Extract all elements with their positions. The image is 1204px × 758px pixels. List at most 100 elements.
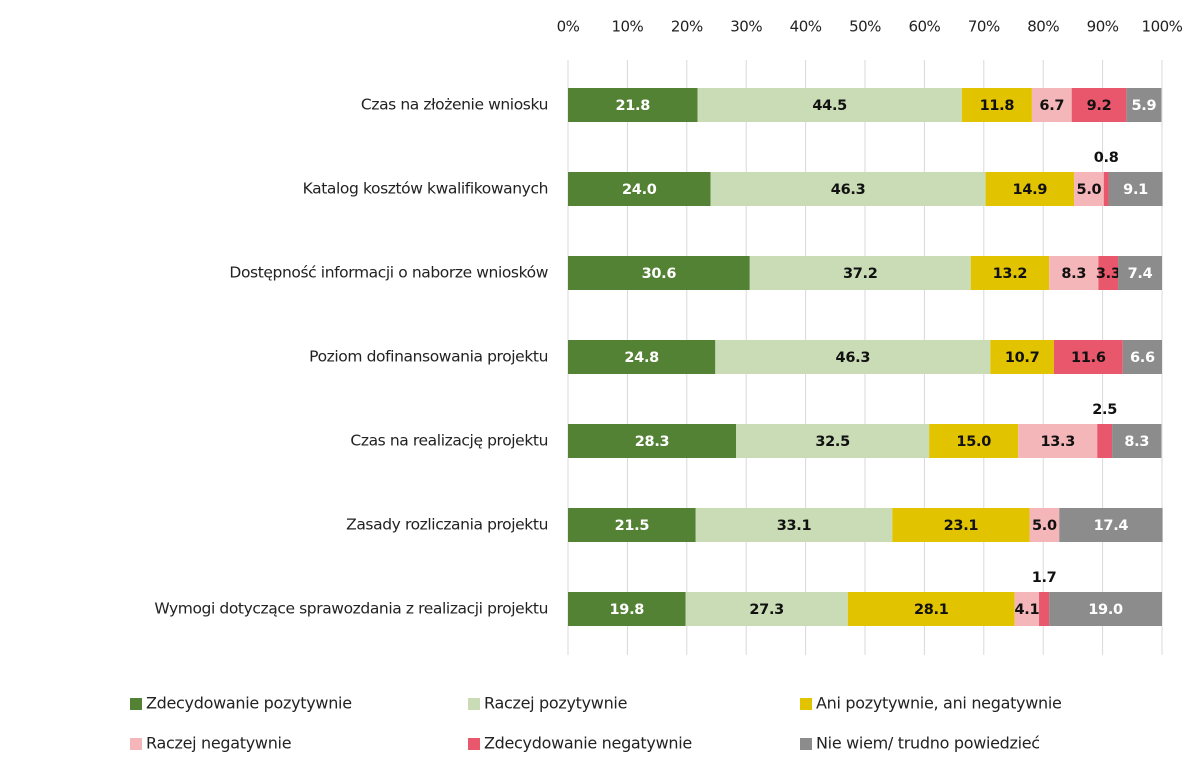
legend-label: Zdecydowanie pozytywnie [146,694,352,713]
bar-segment [568,340,716,374]
data-label: 6.7 [1039,98,1064,114]
data-label: 15.0 [956,434,991,450]
bar-segment [568,256,750,290]
data-label: 4.1 [1014,602,1039,618]
bar-segment [568,592,686,626]
legend-label: Ani pozytywnie, ani negatywnie [816,694,1062,713]
bar-segment [1108,172,1163,206]
bar-segment [1098,256,1119,290]
legend-label: Raczej pozytywnie [484,694,627,713]
category-label: Czas na realizację projektu [350,432,548,450]
bar-segment [970,256,1050,290]
data-label: 1.7 [1032,570,1057,586]
data-label: 13.2 [993,266,1028,282]
legend-swatch [130,738,142,750]
legend-swatch [130,698,142,710]
bar-segment [1049,256,1099,290]
data-label: 5.9 [1131,98,1156,114]
x-tick-label: 40% [790,18,822,36]
legend-swatch [800,738,812,750]
bar-segment [685,592,848,626]
data-label: 5.0 [1032,518,1057,534]
data-label: 28.1 [914,602,949,618]
x-tick-label: 20% [671,18,703,36]
data-label: 3.3 [1096,266,1121,282]
bar-segment [1031,88,1072,122]
bar-segment [1039,592,1050,626]
data-label: 8.3 [1124,434,1149,450]
legend-label: Raczej negatywnie [146,734,291,753]
data-label: 32.5 [815,434,850,450]
category-label: Poziom dofinansowania projektu [309,348,548,366]
bar-segment [1112,424,1162,458]
legend-swatch [800,698,812,710]
x-tick-label: 10% [611,18,643,36]
bar-segment [749,256,971,290]
data-label: 5.0 [1077,182,1102,198]
bar-segment [736,424,930,458]
bar-segment [1071,88,1127,122]
bar-segment [1049,592,1162,626]
bar-segment [1018,424,1098,458]
category-label: Wymogi dotyczące sprawozdania z realizac… [154,600,548,618]
x-tick-label: 80% [1027,18,1059,36]
data-label: 7.4 [1128,266,1153,282]
data-label: 13.3 [1040,434,1075,450]
bar-segment [568,508,696,542]
data-label: 14.9 [1013,182,1048,198]
bar-segment [929,424,1019,458]
x-tick-label: 0% [557,18,580,36]
bar-segment [1074,172,1104,206]
data-label: 17.4 [1094,518,1129,534]
bar-segment [1059,508,1163,542]
data-label: 46.3 [831,182,866,198]
bar-segment [1122,340,1162,374]
bar-segment [1053,340,1123,374]
x-tick-label: 90% [1087,18,1119,36]
bar-segment [1097,424,1113,458]
category-label: Katalog kosztów kwalifikowanych [303,180,548,198]
bar-segment [1029,508,1060,542]
data-label: 24.0 [622,182,657,198]
bar-segment [568,172,711,206]
x-tick-label: 60% [908,18,940,36]
bar-segment [847,592,1015,626]
bar-segment [695,508,893,542]
bar-segment [1103,172,1109,206]
data-label: 27.3 [749,602,784,618]
bar-segment [715,340,991,374]
bar-segment [568,88,698,122]
legend-label: Zdecydowanie negatywnie [484,734,692,753]
bar-segment [1126,88,1162,122]
bar-segment [1118,256,1162,290]
data-label: 9.1 [1123,182,1148,198]
x-tick-label: 100% [1142,18,1183,36]
data-label: 46.3 [836,350,871,366]
legend-swatch [468,738,480,750]
data-label: 30.6 [642,266,677,282]
data-label: 11.6 [1071,350,1106,366]
category-label: Zasady rozliczania projektu [346,516,548,534]
bar-segment [697,88,962,122]
x-tick-label: 30% [730,18,762,36]
bar-segment [961,88,1032,122]
data-label: 28.3 [635,434,670,450]
bar-segment [1014,592,1040,626]
bar-segment [568,424,737,458]
data-label: 24.8 [624,350,659,366]
data-label: 23.1 [944,518,979,534]
bar-segment [892,508,1030,542]
data-label: 10.7 [1005,350,1040,366]
data-label: 8.3 [1061,266,1086,282]
data-label: 2.5 [1092,402,1117,418]
bar-segment [710,172,986,206]
data-label: 21.8 [615,98,650,114]
data-label: 9.2 [1087,98,1112,114]
data-label: 33.1 [777,518,812,534]
x-tick-label: 70% [968,18,1000,36]
legend-swatch [468,698,480,710]
data-label: 21.5 [615,518,650,534]
bar-segment [985,172,1075,206]
legend-label: Nie wiem/ trudno powiedzieć [816,734,1040,753]
